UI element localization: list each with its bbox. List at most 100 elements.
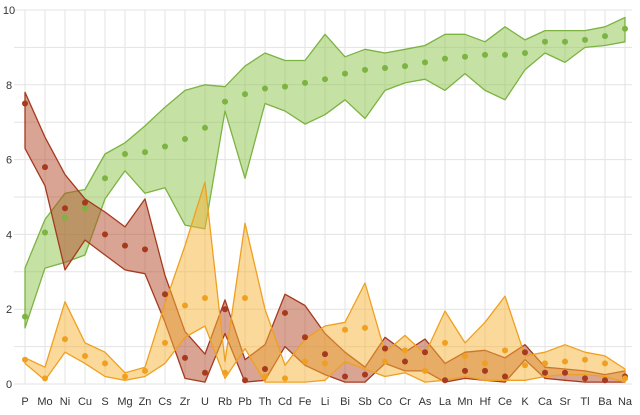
series-3-point bbox=[62, 336, 68, 343]
x-tick-label: Cd bbox=[278, 396, 292, 408]
series-1-point bbox=[502, 51, 508, 58]
x-tick-label: U bbox=[201, 396, 209, 408]
x-tick-label: K bbox=[521, 396, 529, 408]
series-2-point bbox=[82, 199, 88, 206]
series-3-point bbox=[522, 362, 528, 369]
series-2-point bbox=[102, 231, 108, 238]
series-3-point bbox=[222, 369, 228, 376]
series-1-point bbox=[162, 143, 168, 150]
series-1-point bbox=[422, 59, 428, 66]
series-2-point bbox=[382, 345, 388, 352]
series-3-point bbox=[482, 360, 488, 367]
series-2-point bbox=[522, 349, 528, 356]
series-3-point bbox=[582, 356, 588, 363]
series-1-point bbox=[322, 76, 328, 83]
series-3-point bbox=[322, 360, 328, 367]
series-2-point bbox=[202, 369, 208, 376]
x-tick-label: Bi bbox=[340, 396, 350, 408]
x-tick-label: Li bbox=[321, 396, 330, 408]
y-tick-label: 0 bbox=[6, 379, 12, 391]
x-tick-label: Th bbox=[259, 396, 272, 408]
series-2-point bbox=[62, 205, 68, 212]
series-3-point bbox=[462, 352, 468, 359]
series-3-point bbox=[442, 339, 448, 346]
x-tick-label: Sr bbox=[560, 396, 571, 408]
series-2-point bbox=[482, 367, 488, 374]
series-2-point bbox=[262, 366, 268, 373]
series-3-point bbox=[422, 367, 428, 374]
series-2-point bbox=[562, 369, 568, 376]
x-tick-label: Ba bbox=[598, 396, 612, 408]
series-1-point bbox=[482, 51, 488, 58]
x-tick-label: Mn bbox=[457, 396, 472, 408]
series-3-point bbox=[622, 375, 628, 382]
series-3-point bbox=[602, 360, 608, 367]
x-tick-label: Na bbox=[618, 396, 633, 408]
series-1-point bbox=[222, 98, 228, 105]
series-2-point bbox=[162, 291, 168, 298]
series-3-point bbox=[102, 360, 108, 367]
series-2-point bbox=[442, 377, 448, 384]
x-tick-label: Sb bbox=[358, 396, 371, 408]
series-2-point bbox=[462, 367, 468, 374]
series-3-point bbox=[22, 356, 28, 363]
series-3-point bbox=[382, 358, 388, 365]
series-2-point bbox=[542, 369, 548, 376]
x-tick-label: P bbox=[21, 396, 28, 408]
x-tick-label: As bbox=[419, 396, 432, 408]
y-tick-label: 6 bbox=[6, 155, 12, 167]
series-1-point bbox=[562, 38, 568, 45]
series-3-point bbox=[122, 373, 128, 380]
series-2-point bbox=[242, 377, 248, 384]
series-1-point bbox=[342, 70, 348, 77]
x-tick-label: Pb bbox=[238, 396, 251, 408]
series-1-point bbox=[462, 53, 468, 60]
x-tick-label: Mg bbox=[117, 396, 132, 408]
series-1-point bbox=[522, 50, 528, 57]
x-tick-label: Ni bbox=[60, 396, 70, 408]
y-tick-label: 4 bbox=[6, 229, 12, 241]
series-3-point bbox=[82, 352, 88, 359]
series-2-point bbox=[322, 351, 328, 358]
series-1-point bbox=[262, 85, 268, 92]
series-2-point bbox=[582, 375, 588, 382]
x-tick-label: Fe bbox=[299, 396, 312, 408]
x-tick-label: Zr bbox=[180, 396, 191, 408]
series-3-point bbox=[182, 302, 188, 309]
x-tick-label: S bbox=[101, 396, 108, 408]
series-2-point bbox=[402, 358, 408, 365]
series-2-point bbox=[42, 164, 48, 171]
series-1-point bbox=[22, 313, 28, 320]
series-1-point bbox=[442, 55, 448, 62]
series-2-point bbox=[282, 309, 288, 316]
x-tick-label: Ca bbox=[538, 396, 553, 408]
tick-layer: P Mo Ni Cu S Mg Zn Cs Zr U Rb Pb Th Cd Fe Li Bi Sb Co Cr As L… bbox=[3, 5, 633, 408]
series-1-point bbox=[382, 64, 388, 71]
series-2-point bbox=[142, 246, 148, 253]
series-1-point bbox=[362, 66, 368, 73]
series-1-point bbox=[202, 124, 208, 131]
series-1-point bbox=[622, 25, 628, 32]
series-3-point bbox=[542, 360, 548, 367]
series-1-point bbox=[582, 36, 588, 43]
x-tick-label: Co bbox=[378, 396, 392, 408]
point-layer bbox=[22, 25, 628, 384]
y-tick-label: 10 bbox=[3, 5, 15, 17]
x-tick-label: Tl bbox=[580, 396, 589, 408]
x-tick-label: Zn bbox=[139, 396, 152, 408]
series-1-point bbox=[282, 83, 288, 90]
x-tick-label: Cu bbox=[78, 396, 92, 408]
series-2-point bbox=[122, 242, 128, 249]
series-3-point bbox=[162, 339, 168, 346]
series-3-point bbox=[202, 294, 208, 301]
series-1-point bbox=[402, 63, 408, 70]
y-tick-label: 2 bbox=[6, 304, 12, 316]
series-1-point bbox=[242, 91, 248, 98]
x-tick-label: Cs bbox=[158, 396, 172, 408]
series-1-point bbox=[182, 136, 188, 143]
series-1-point bbox=[122, 150, 128, 157]
series-3-point bbox=[342, 326, 348, 333]
series-2-point bbox=[222, 306, 228, 313]
x-tick-label: Rb bbox=[218, 396, 232, 408]
series-2-point bbox=[342, 373, 348, 380]
